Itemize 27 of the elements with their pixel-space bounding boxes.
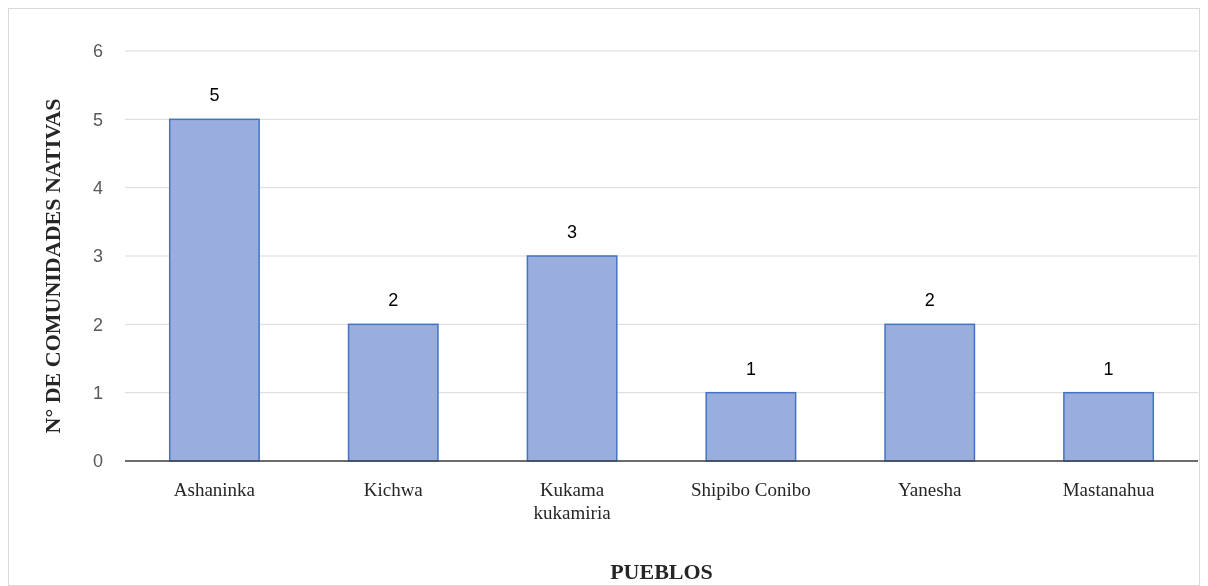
bar bbox=[168, 118, 260, 462]
bar bbox=[1063, 391, 1155, 462]
data-label: 2 bbox=[388, 290, 399, 311]
y-tick-label: 6 bbox=[92, 41, 103, 62]
x-tick-label: Kukama kukamiria bbox=[533, 479, 612, 523]
bar bbox=[884, 323, 976, 462]
y-tick-label: 3 bbox=[92, 246, 103, 267]
data-label: 1 bbox=[1103, 358, 1114, 379]
x-tick-label: Yanesha bbox=[897, 479, 963, 500]
y-axis-title: N° DE COMUNIDADES NATIVAS bbox=[40, 98, 65, 434]
bar bbox=[526, 255, 618, 462]
y-tick-label: 5 bbox=[92, 109, 103, 130]
data-label: 5 bbox=[209, 85, 220, 106]
x-tick-label: Kichwa bbox=[363, 479, 424, 500]
y-tick-label: 2 bbox=[92, 314, 103, 335]
y-tick-label: 1 bbox=[92, 382, 103, 403]
bar bbox=[705, 391, 797, 462]
data-label: 3 bbox=[567, 222, 578, 242]
data-label: 1 bbox=[745, 358, 756, 379]
y-tick-label: 4 bbox=[92, 177, 103, 198]
bar bbox=[347, 323, 439, 462]
x-tick-label: Shipibo Conibo bbox=[691, 479, 811, 500]
x-axis-title: PUEBLOS bbox=[610, 559, 713, 584]
y-tick-label: 0 bbox=[92, 451, 103, 472]
x-tick-label: Mastanahua bbox=[1062, 479, 1156, 500]
data-label: 2 bbox=[924, 290, 935, 311]
x-tick-label: Ashaninka bbox=[173, 479, 256, 500]
